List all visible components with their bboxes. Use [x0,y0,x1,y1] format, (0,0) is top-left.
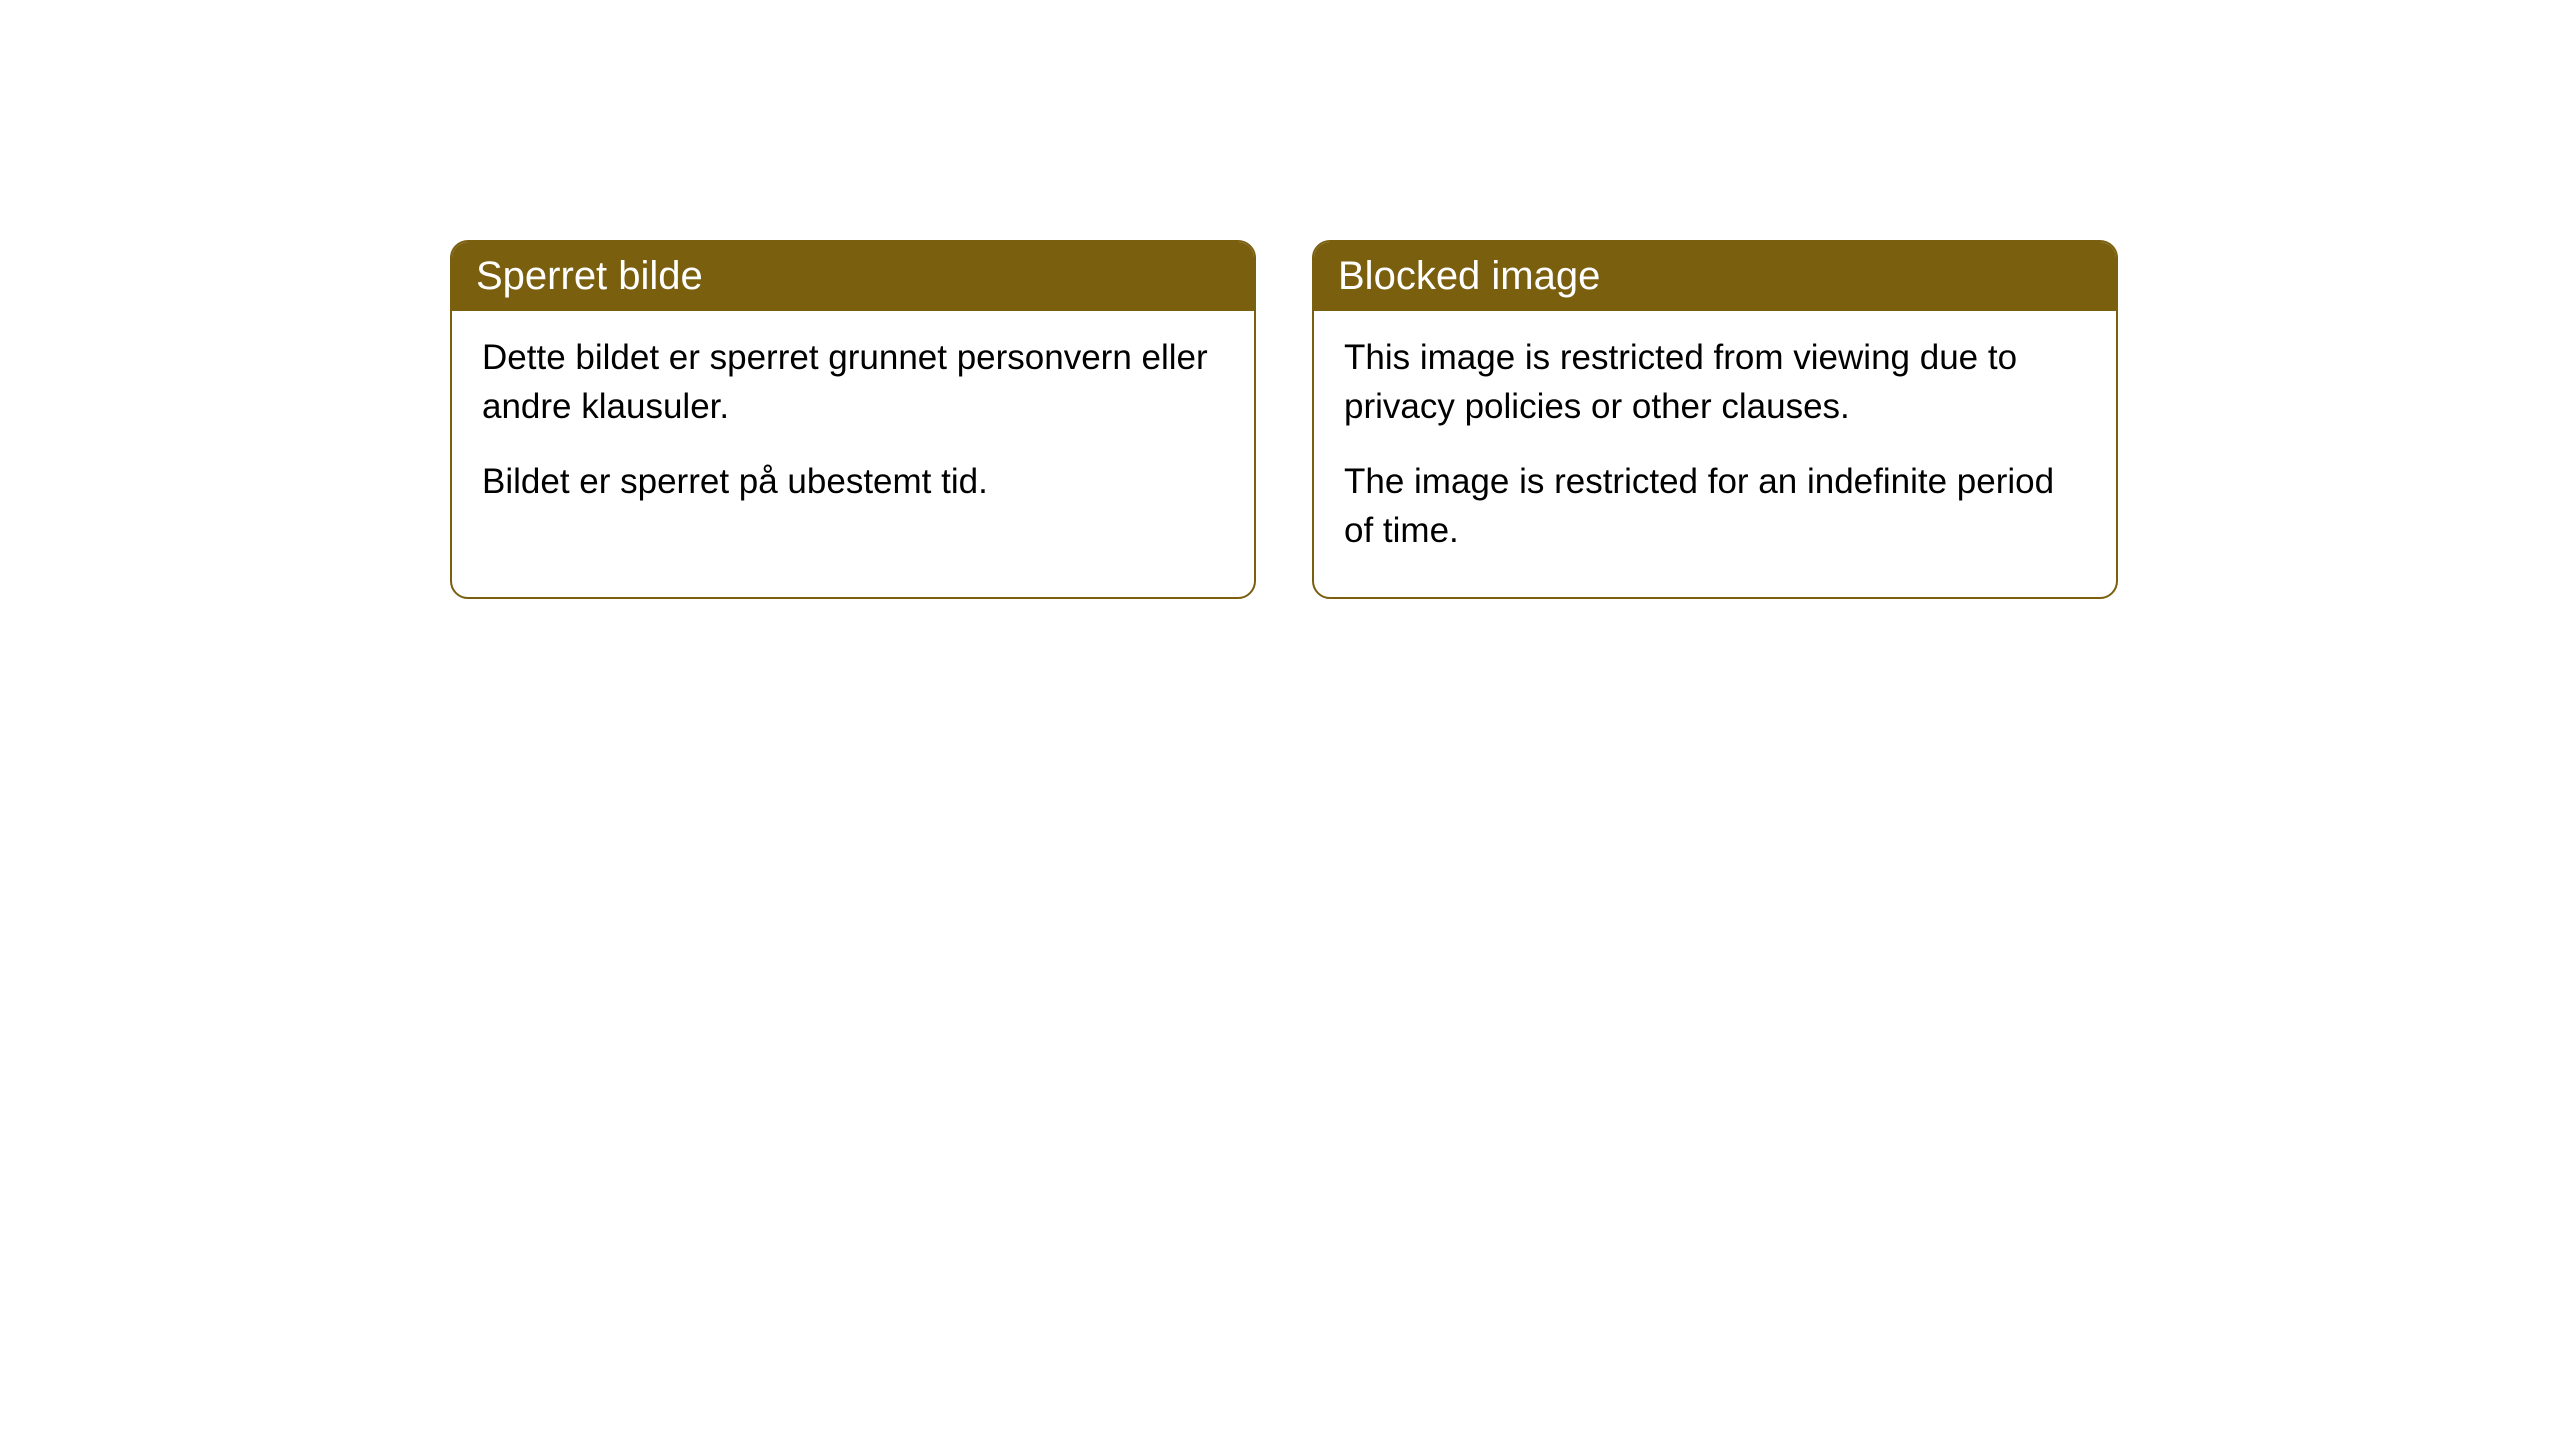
card-body: Dette bildet er sperret grunnet personve… [452,311,1254,548]
card-title: Blocked image [1338,254,1600,298]
card-paragraph: Bildet er sperret på ubestemt tid. [482,457,1224,506]
card-paragraph: This image is restricted from viewing du… [1344,333,2086,431]
card-header: Sperret bilde [452,242,1254,311]
notice-card-norwegian: Sperret bilde Dette bildet er sperret gr… [450,240,1256,599]
card-paragraph: Dette bildet er sperret grunnet personve… [482,333,1224,431]
card-paragraph: The image is restricted for an indefinit… [1344,457,2086,555]
card-header: Blocked image [1314,242,2116,311]
card-body: This image is restricted from viewing du… [1314,311,2116,597]
notice-cards-container: Sperret bilde Dette bildet er sperret gr… [450,240,2118,599]
card-title: Sperret bilde [476,254,703,298]
notice-card-english: Blocked image This image is restricted f… [1312,240,2118,599]
